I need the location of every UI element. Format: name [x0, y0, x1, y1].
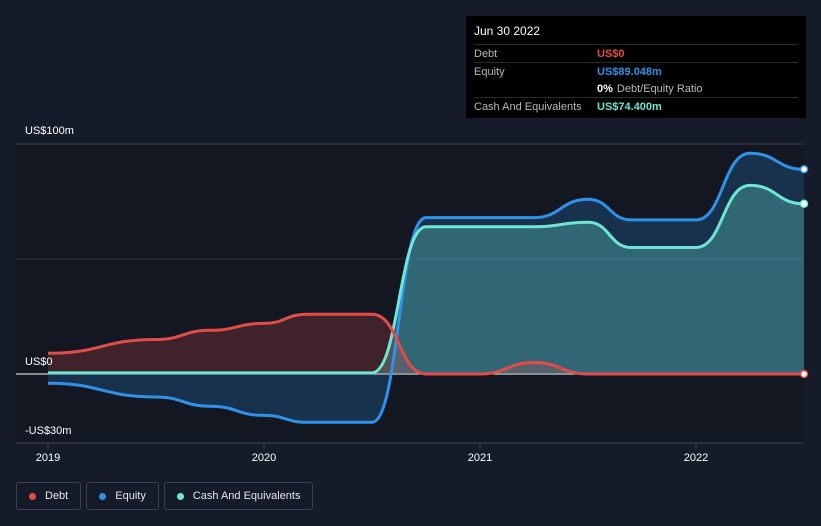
- debt-end-dot: [799, 369, 809, 379]
- cash-dot-icon: [176, 492, 184, 500]
- debt-dot-icon: [29, 492, 36, 500]
- chart-tooltip: Jun 30 2022 Debt US$0 Equity US$89.048m …: [466, 16, 806, 118]
- tooltip-value: US$74.400m: [597, 100, 662, 113]
- y-tick-label-top: US$100m: [25, 125, 74, 137]
- legend-item-debt[interactable]: Debt: [16, 482, 82, 510]
- tooltip-label: Cash And Equivalents: [474, 100, 582, 113]
- legend-label: Debt: [45, 490, 69, 502]
- tooltip-value: 0%: [597, 82, 613, 95]
- tooltip-value: US$89.048m: [597, 65, 662, 78]
- legend-item-cash[interactable]: Cash And Equivalents: [163, 482, 314, 510]
- legend-label: Cash And Equivalents: [192, 490, 301, 502]
- equity-dot-icon: [99, 492, 107, 500]
- x-tick-label: 2019: [36, 452, 60, 464]
- cash-and-equivalents-area: [48, 185, 804, 374]
- equity-line: [47, 151, 805, 424]
- tooltip-row-cash: Cash And Equivalents US$74.400m: [474, 97, 798, 115]
- tooltip-label: Equity: [474, 65, 505, 78]
- tooltip-value: US$0: [597, 47, 625, 60]
- debt-line: [47, 312, 805, 376]
- y-tick-label-zero: US$0: [25, 356, 53, 368]
- tooltip-label: Debt: [474, 47, 498, 60]
- tooltip-row-debt: Debt US$0: [474, 44, 798, 62]
- legend-item-equity[interactable]: Equity: [86, 482, 159, 510]
- tooltip-date: Jun 30 2022: [474, 24, 541, 38]
- cash-and-equivalents-end-dot: [799, 199, 809, 209]
- cash-and-equivalents-line: [48, 183, 805, 375]
- tooltip-ratio-label: Debt/Equity Ratio: [616, 82, 703, 95]
- x-tick-label: 2021: [468, 452, 492, 464]
- legend-label: Equity: [115, 490, 146, 502]
- tooltip-row-ratio: 0% Debt/Equity Ratio: [474, 80, 798, 97]
- equity-area: [48, 153, 804, 423]
- x-tick-label: 2022: [684, 452, 708, 464]
- plot-background: [16, 144, 804, 443]
- x-tick-label: 2020: [252, 452, 276, 464]
- chart-legend: Debt Equity Cash And Equivalents: [16, 482, 314, 510]
- debt-area: [48, 314, 804, 374]
- tooltip-row-equity: Equity US$89.048m: [474, 62, 798, 80]
- y-tick-label-bottom: -US$30m: [25, 425, 72, 437]
- equity-end-dot: [799, 165, 809, 174]
